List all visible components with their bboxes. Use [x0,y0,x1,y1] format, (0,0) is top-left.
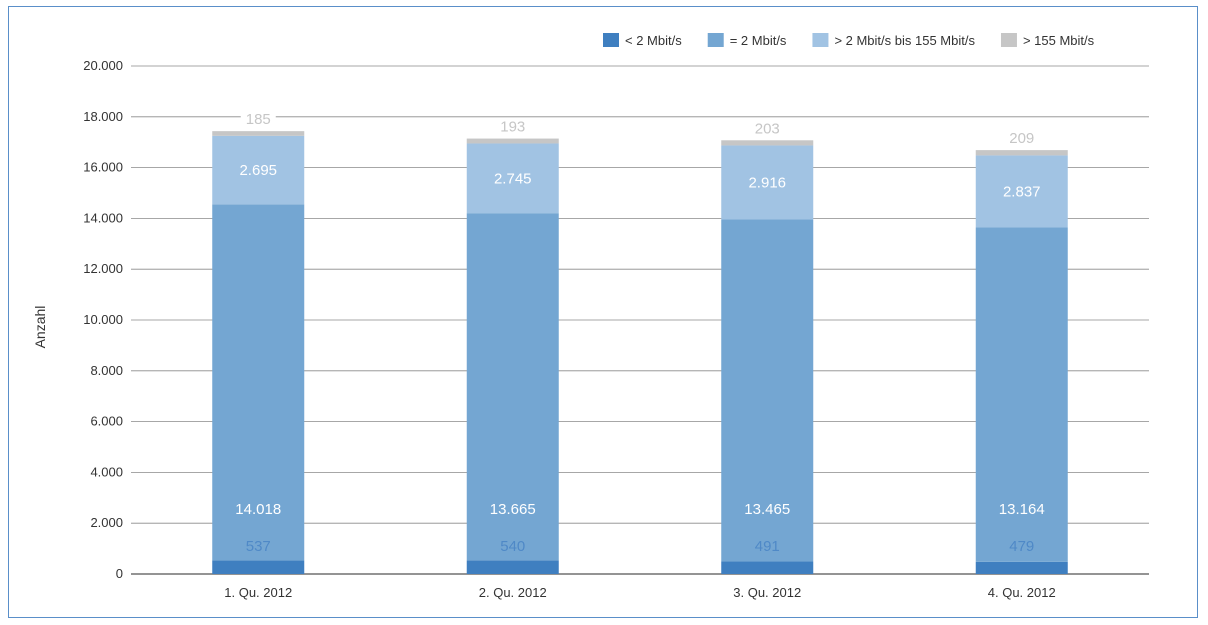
y-tick-label: 6.000 [90,414,123,429]
bar-segment [212,135,305,205]
bars [212,131,1068,574]
data-label: 193 [500,119,525,136]
legend-swatch [812,33,829,47]
data-label: 2.916 [748,174,786,191]
bar-segment [212,204,305,561]
x-category-label: 2. Qu. 2012 [479,585,547,600]
legend: < 2 Mbit/s = 2 Mbit/s > 2 Mbit/s bis 155 M… [603,33,1095,48]
bar-segment [466,213,559,561]
y-tick-label: 14.000 [83,210,123,225]
y-tick-label: 4.000 [90,464,123,479]
y-tick-label: 20.000 [83,58,123,73]
y-tick-label: 2.000 [90,515,123,530]
legend-swatch [707,33,724,47]
legend-swatch [603,33,619,47]
data-label: 203 [755,120,780,137]
bar-segment [975,227,1068,562]
bar-segment [212,131,305,136]
bar-segment [721,140,814,146]
bar-segment [721,561,814,574]
legend-label: > 155 Mbit/s [1023,33,1095,48]
x-axis-categories: 1. Qu. 2012 2. Qu. 2012 3. Qu. 2012 4. Qu. … [224,585,1055,600]
bar-segment [212,560,305,574]
data-label: 537 [246,538,271,555]
data-label: 540 [500,538,525,555]
data-label: 491 [755,538,780,555]
bar-segment [466,138,559,144]
data-label: 479 [1009,538,1034,555]
stacked-bar-chart: 0 2.000 4.000 6.000 8.000 10.000 12.000 14.000 1… [32,33,1149,600]
x-category-label: 3. Qu. 2012 [733,585,801,600]
y-tick-label: 0 [116,566,123,581]
legend-label: = 2 Mbit/s [730,33,787,48]
bar-segment [975,561,1068,574]
bar-segment [975,155,1068,228]
data-label: 14.018 [235,501,281,518]
data-label: 13.164 [999,501,1045,518]
bar-segment [466,143,559,214]
y-tick-label: 8.000 [90,363,123,378]
x-category-label: 1. Qu. 2012 [224,585,292,600]
bar-segment [466,560,559,574]
legend-swatch [1000,33,1017,47]
bar-segment [721,145,814,220]
data-label-background [495,118,531,136]
y-tick-label: 18.000 [83,109,123,124]
y-axis-label: Anzahl [32,306,48,349]
data-label-background [240,111,276,129]
data-label: 185 [246,111,271,128]
bar-segment [721,219,814,562]
bar-segment [975,150,1068,156]
data-label: 13.465 [744,501,790,518]
x-category-label: 4. Qu. 2012 [988,585,1056,600]
y-axis-ticks: 0 2.000 4.000 6.000 8.000 10.000 12.000 14.000 1… [83,58,123,581]
data-label: 209 [1009,130,1034,147]
y-tick-label: 12.000 [83,261,123,276]
data-label: 2.745 [494,170,532,187]
data-label-background [749,120,785,138]
data-label: 13.665 [490,501,536,518]
data-labels: 537 14.018 2.695 185 540 13.665 2.745 193 491 13.… [235,111,1045,555]
legend-label: > 2 Mbit/s bis 155 Mbit/s [834,33,975,48]
y-tick-label: 16.000 [83,160,123,175]
chart-frame: 0 2.000 4.000 6.000 8.000 10.000 12.000 14.000 1… [8,6,1198,618]
data-label: 2.837 [1003,183,1041,200]
y-tick-label: 10.000 [83,312,123,327]
data-label: 2.695 [239,162,277,179]
legend-label: < 2 Mbit/s [625,33,682,48]
data-label-background [1004,130,1040,148]
